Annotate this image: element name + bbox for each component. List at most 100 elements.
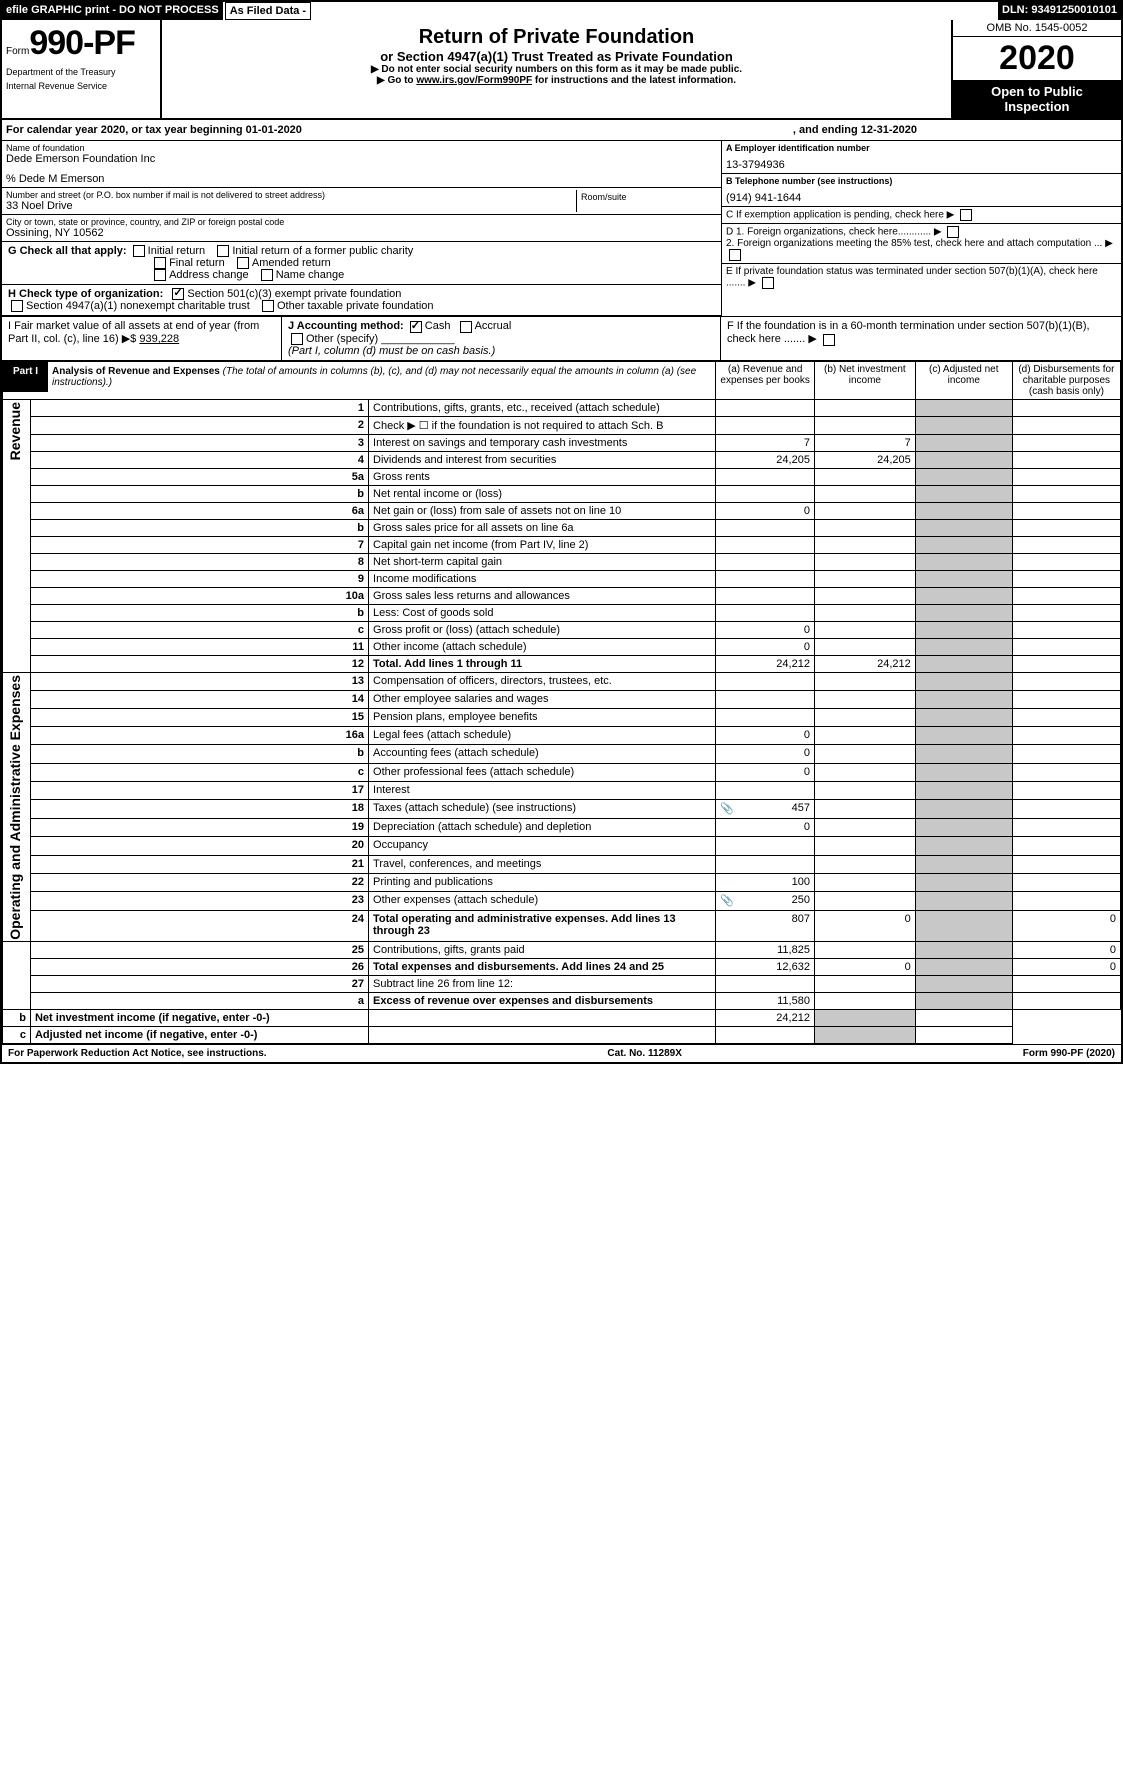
line-description: Capital gain net income (from Part IV, l… <box>369 536 716 553</box>
amount-cell <box>1012 416 1120 434</box>
amount-cell <box>716 690 815 708</box>
foundation-name: Dede Emerson Foundation Inc <box>6 153 717 165</box>
attachment-icon[interactable]: 📎 <box>720 894 734 907</box>
street-cell: Number and street (or P.O. box number if… <box>2 188 721 215</box>
checkbox-final-return[interactable] <box>154 257 166 269</box>
checkbox-initial-former[interactable] <box>217 245 229 257</box>
city-cell: City or town, state or province, country… <box>2 215 721 241</box>
dept-irs: Internal Revenue Service <box>6 81 156 91</box>
line-number: 17 <box>30 781 368 799</box>
line-description: Other expenses (attach schedule) <box>369 891 716 910</box>
checkbox-other-taxable[interactable] <box>262 300 274 312</box>
info-row: Name of foundation Dede Emerson Foundati… <box>2 141 1121 317</box>
line-number: 10a <box>30 587 368 604</box>
line-description: Accounting fees (attach schedule) <box>369 745 716 763</box>
ssn-warning: ▶ Do not enter social security numbers o… <box>168 64 945 75</box>
amount-cell <box>1012 638 1120 655</box>
line-number: 23 <box>30 891 368 910</box>
checkbox-cash[interactable] <box>410 321 422 333</box>
line-number: b <box>30 519 368 536</box>
line-description: Taxes (attach schedule) (see instruction… <box>369 799 716 818</box>
line-description: Other professional fees (attach schedule… <box>369 763 716 781</box>
efile-notice: efile GRAPHIC print - DO NOT PROCESS <box>2 2 225 20</box>
amount-cell: 24,205 <box>716 451 815 468</box>
line-number: 25 <box>30 942 368 959</box>
line-number: 3 <box>30 434 368 451</box>
checkbox-exemption-pending[interactable] <box>960 209 972 221</box>
line-number: 22 <box>30 873 368 891</box>
amount-cell: 24,212 <box>716 1010 815 1027</box>
line-description: Net short-term capital gain <box>369 553 716 570</box>
room-suite-label: Room/suite <box>577 190 717 212</box>
amount-cell: 12,632 <box>716 959 815 976</box>
amount-cell <box>814 819 915 837</box>
right-box: OMB No. 1545-0052 2020 Open to Public In… <box>951 20 1121 118</box>
table-row: 14Other employee salaries and wages <box>3 690 1121 708</box>
amount-cell <box>1012 553 1120 570</box>
line-description: Interest <box>369 781 716 799</box>
checkbox-address-change[interactable] <box>154 269 166 281</box>
attachment-icon[interactable]: 📎 <box>720 802 734 815</box>
amount-cell <box>716 672 815 690</box>
checkbox-status-terminated[interactable] <box>762 277 774 289</box>
checkbox-amended[interactable] <box>237 257 249 269</box>
amount-cell <box>915 1027 1012 1044</box>
fmv-value: 939,228 <box>139 333 179 345</box>
checkbox-501c3[interactable] <box>172 288 184 300</box>
line-description: Less: Cost of goods sold <box>369 604 716 621</box>
amount-cell <box>369 1027 716 1044</box>
amount-cell: 0 <box>716 727 815 745</box>
irs-link[interactable]: www.irs.gov/Form990PF <box>416 75 532 86</box>
checkbox-other-method[interactable] <box>291 333 303 345</box>
city-state-zip: Ossining, NY 10562 <box>6 227 717 239</box>
amount-cell <box>1012 781 1120 799</box>
section-j: J Accounting method: Cash Accrual Other … <box>282 317 721 359</box>
amount-cell: 7 <box>814 434 915 451</box>
line-description: Pension plans, employee benefits <box>369 709 716 727</box>
line-description: Net gain or (loss) from sale of assets n… <box>369 502 716 519</box>
line-number: 9 <box>30 570 368 587</box>
table-row: bGross sales price for all assets on lin… <box>3 519 1121 536</box>
amount-cell <box>716 1027 815 1044</box>
amount-cell <box>814 519 915 536</box>
form-number: 990-PF <box>29 24 135 62</box>
amount-cell <box>915 837 1012 855</box>
amount-cell <box>1012 672 1120 690</box>
line-description: Travel, conferences, and meetings <box>369 855 716 873</box>
line-number: b <box>30 604 368 621</box>
line-number: 15 <box>30 709 368 727</box>
line-number: c <box>30 763 368 781</box>
checkbox-85pct[interactable] <box>729 249 741 261</box>
amount-cell <box>716 587 815 604</box>
line-description: Other income (attach schedule) <box>369 638 716 655</box>
amount-cell <box>915 519 1012 536</box>
checkbox-name-change[interactable] <box>261 269 273 281</box>
top-header: efile GRAPHIC print - DO NOT PROCESS As … <box>2 2 1121 20</box>
line-number: b <box>3 1010 31 1027</box>
amount-cell <box>915 621 1012 638</box>
checkbox-60month[interactable] <box>823 334 835 346</box>
col-a-header: (a) Revenue and expenses per books <box>716 361 815 399</box>
amount-cell <box>1012 536 1120 553</box>
line-number: 14 <box>30 690 368 708</box>
checkbox-foreign-org[interactable] <box>947 226 959 238</box>
amount-cell: 24,212 <box>814 655 915 672</box>
line-description: Gross sales less returns and allowances <box>369 587 716 604</box>
checkbox-4947a1[interactable] <box>11 300 23 312</box>
amount-cell <box>814 837 915 855</box>
title-row: Form990-PF Department of the Treasury In… <box>2 20 1121 120</box>
line-number: 6a <box>30 502 368 519</box>
amount-cell <box>1012 690 1120 708</box>
checkbox-accrual[interactable] <box>460 321 472 333</box>
line-description: Other employee salaries and wages <box>369 690 716 708</box>
amount-cell: 0 <box>716 638 815 655</box>
amount-cell <box>716 837 815 855</box>
amount-cell <box>915 911 1012 942</box>
table-row: bNet investment income (if negative, ent… <box>3 1010 1121 1027</box>
section-e: E If private foundation status was termi… <box>722 264 1121 291</box>
table-row: 11Other income (attach schedule)0 <box>3 638 1121 655</box>
checkbox-initial-return[interactable] <box>133 245 145 257</box>
line-description: Gross rents <box>369 468 716 485</box>
line-number: 2 <box>30 416 368 434</box>
line-number: 1 <box>30 399 368 416</box>
